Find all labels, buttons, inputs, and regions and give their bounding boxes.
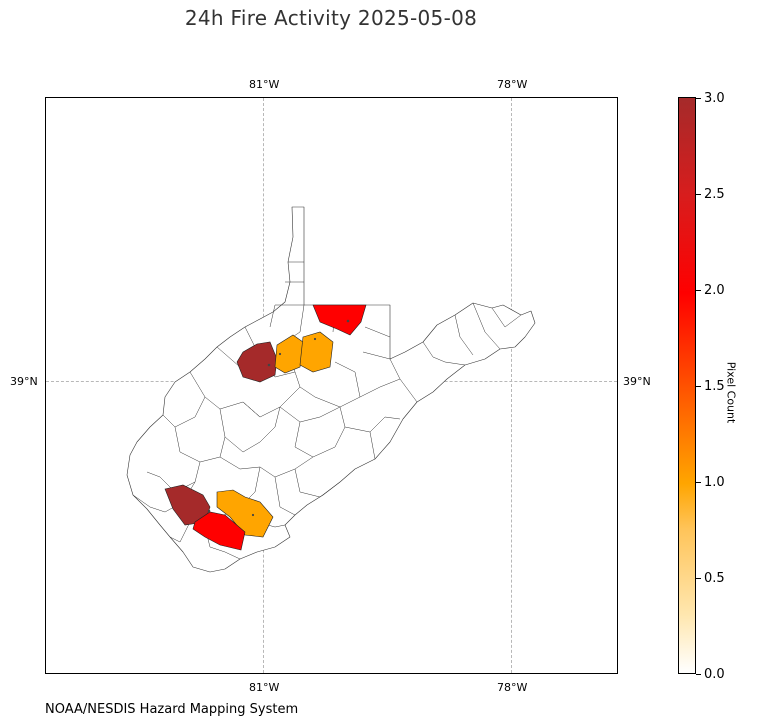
colorbar-label-1: 1.0 bbox=[704, 475, 725, 490]
lat-label-left-39n: 39°N bbox=[10, 375, 38, 388]
lon-label-bottom-78w: 78°W bbox=[497, 681, 528, 694]
colorbar-label-2-5: 2.5 bbox=[704, 187, 725, 202]
colorbar-label-2: 2.0 bbox=[704, 283, 725, 298]
lon-label-bottom-81w: 81°W bbox=[249, 681, 280, 694]
fire-point bbox=[267, 363, 271, 367]
colorbar-label-1-5: 1.5 bbox=[704, 379, 725, 394]
map-title: 24h Fire Activity 2025-05-08 bbox=[184, 6, 478, 30]
county-ritchie-area bbox=[274, 334, 304, 374]
colorbar-title: Pixel Count bbox=[724, 361, 738, 424]
lon-label-top-78w: 78°W bbox=[497, 78, 528, 91]
colorbar-tick bbox=[696, 98, 701, 99]
colorbar-tick bbox=[696, 194, 701, 195]
county-wood-area bbox=[236, 341, 278, 383]
county-mcdowell-area bbox=[192, 511, 246, 551]
county-monongalia-area bbox=[312, 304, 367, 336]
colorbar-tick bbox=[696, 482, 701, 483]
colorbar bbox=[678, 97, 696, 674]
west-virginia-county-map bbox=[126, 206, 536, 573]
lat-label-right-39n: 39°N bbox=[623, 375, 651, 388]
fire-point bbox=[207, 509, 211, 513]
colorbar-tick bbox=[696, 578, 701, 579]
county-doddridge-area bbox=[299, 331, 334, 373]
lon-label-top-81w: 81°W bbox=[249, 78, 280, 91]
colorbar-label-3: 3.0 bbox=[704, 91, 725, 106]
fire-point bbox=[251, 513, 255, 517]
colorbar-label-0: 0.0 bbox=[704, 667, 725, 682]
county-wyoming-area bbox=[216, 489, 274, 538]
gridline-78w bbox=[511, 98, 512, 673]
fire-point bbox=[313, 337, 317, 341]
fire-point bbox=[278, 352, 282, 356]
fire-point bbox=[346, 319, 350, 323]
colorbar-tick bbox=[696, 290, 701, 291]
source-attribution: NOAA/NESDIS Hazard Mapping System bbox=[45, 702, 299, 717]
colorbar-tick bbox=[696, 386, 701, 387]
colorbar-tick bbox=[696, 674, 701, 675]
colorbar-label-0-5: 0.5 bbox=[704, 571, 725, 586]
